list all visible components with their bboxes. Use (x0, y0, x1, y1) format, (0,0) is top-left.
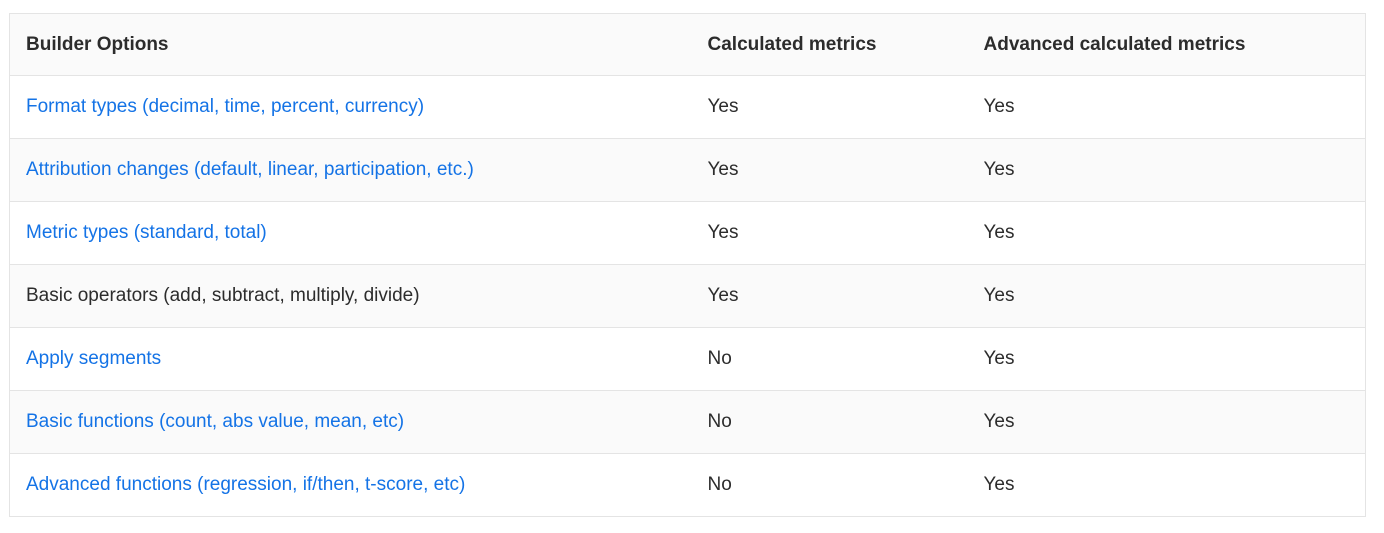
builder-option-cell: Basic operators (add, subtract, multiply… (9, 264, 692, 328)
column-header-builder-options: Builder Options (9, 13, 692, 76)
calculated-metrics-value: Yes (691, 138, 968, 202)
builder-option-label: Basic operators (add, subtract, multiply… (26, 285, 420, 306)
table-row: Attribution changes (default, linear, pa… (9, 138, 1366, 202)
advanced-calculated-metrics-value: Yes (967, 138, 1366, 202)
advanced-calculated-metrics-value: Yes (967, 75, 1366, 139)
calculated-metrics-value: Yes (691, 75, 968, 139)
builder-option-cell: Basic functions (count, abs value, mean,… (9, 390, 692, 454)
builder-option-link[interactable]: Format types (decimal, time, percent, cu… (26, 96, 425, 117)
advanced-calculated-metrics-value: Yes (967, 453, 1366, 517)
column-header-calculated-metrics: Calculated metrics (691, 13, 968, 76)
column-header-advanced-calculated-metrics: Advanced calculated metrics (967, 13, 1366, 76)
calculated-metrics-value: No (691, 390, 968, 454)
builder-option-cell: Attribution changes (default, linear, pa… (9, 138, 692, 202)
builder-option-link[interactable]: Attribution changes (default, linear, pa… (26, 159, 474, 180)
builder-options-table: Builder Options Calculated metrics Advan… (9, 13, 1366, 517)
calculated-metrics-value: No (691, 327, 968, 391)
calculated-metrics-value: Yes (691, 201, 968, 265)
builder-option-link[interactable]: Apply segments (26, 348, 162, 369)
advanced-calculated-metrics-value: Yes (967, 201, 1366, 265)
advanced-calculated-metrics-value: Yes (967, 390, 1366, 454)
builder-option-cell: Apply segments (9, 327, 692, 391)
calculated-metrics-value: Yes (691, 264, 968, 328)
advanced-calculated-metrics-value: Yes (967, 327, 1366, 391)
builder-option-cell: Advanced functions (regression, if/then,… (9, 453, 692, 517)
advanced-calculated-metrics-value: Yes (967, 264, 1366, 328)
builder-options-table-container: Builder Options Calculated metrics Advan… (9, 13, 1366, 517)
table-row: Metric types (standard, total) Yes Yes (9, 201, 1366, 265)
builder-option-link[interactable]: Basic functions (count, abs value, mean,… (26, 411, 405, 432)
table-header-row: Builder Options Calculated metrics Advan… (9, 13, 1366, 76)
table-row: Apply segments No Yes (9, 327, 1366, 391)
table-header: Builder Options Calculated metrics Advan… (9, 13, 1366, 76)
table-body: Format types (decimal, time, percent, cu… (9, 75, 1366, 517)
table-row: Format types (decimal, time, percent, cu… (9, 75, 1366, 139)
builder-option-cell: Format types (decimal, time, percent, cu… (9, 75, 692, 139)
table-row: Basic functions (count, abs value, mean,… (9, 390, 1366, 454)
calculated-metrics-value: No (691, 453, 968, 517)
builder-option-link[interactable]: Metric types (standard, total) (26, 222, 267, 243)
builder-option-link[interactable]: Advanced functions (regression, if/then,… (26, 474, 466, 495)
table-row: Basic operators (add, subtract, multiply… (9, 264, 1366, 328)
builder-option-cell: Metric types (standard, total) (9, 201, 692, 265)
table-row: Advanced functions (regression, if/then,… (9, 453, 1366, 517)
